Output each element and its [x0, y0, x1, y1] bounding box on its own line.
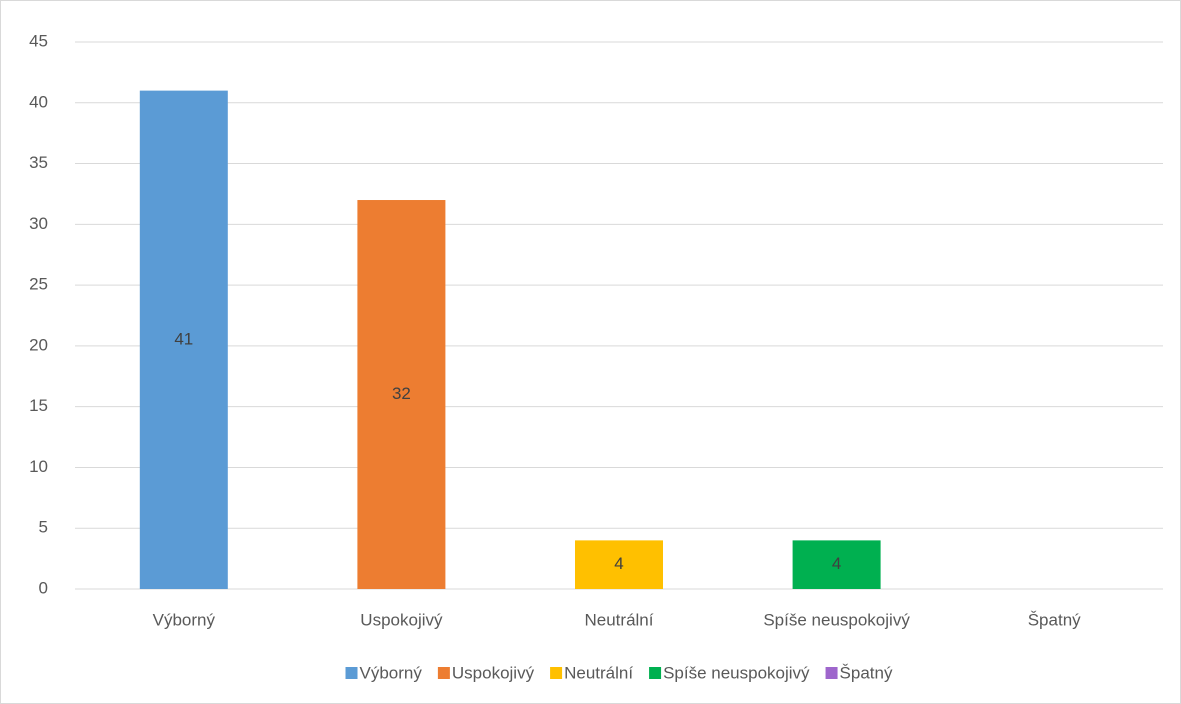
legend: Výborný Uspokojivý Neutrální Spíše neuspoko… — [345, 663, 893, 682]
legend-swatch — [345, 667, 358, 679]
data-label: 32 — [392, 384, 411, 403]
bar — [792, 540, 881, 589]
x-tick-label: Uspokojivý — [360, 610, 443, 629]
legend-label: Neutrální — [564, 663, 633, 682]
y-tick-label: 15 — [29, 396, 48, 415]
data-label: 41 — [174, 329, 193, 348]
legend-swatch — [437, 667, 450, 679]
x-tick-label: Neutrální — [585, 610, 654, 629]
y-tick-label: 30 — [29, 214, 48, 233]
y-tick-label: 5 — [39, 518, 48, 537]
y-tick-label: 20 — [29, 335, 48, 354]
legend-swatch — [550, 667, 563, 679]
bar — [575, 540, 663, 589]
y-tick-label: 25 — [29, 275, 48, 294]
bar — [139, 90, 228, 589]
x-tick-label: Výborný — [153, 610, 216, 629]
y-tick-label: 0 — [39, 578, 48, 597]
y-tick-label: 35 — [29, 153, 48, 172]
legend-label: Výborný — [360, 663, 423, 682]
x-tick-label: Špatný — [1028, 610, 1081, 629]
y-tick-label: 10 — [29, 457, 48, 476]
y-tick-label: 40 — [29, 92, 48, 111]
y-tick-label: 45 — [29, 31, 48, 50]
legend-swatch — [825, 667, 838, 679]
data-label: 4 — [614, 554, 623, 573]
bar — [357, 200, 446, 589]
legend-swatch — [649, 667, 662, 679]
legend-label: Spíše neuspokojivý — [663, 663, 810, 682]
data-label: 4 — [832, 554, 841, 573]
x-tick-label: Spíše neuspokojivý — [763, 610, 910, 629]
legend-label: Špatný — [840, 663, 893, 682]
legend-label: Uspokojivý — [452, 663, 535, 682]
